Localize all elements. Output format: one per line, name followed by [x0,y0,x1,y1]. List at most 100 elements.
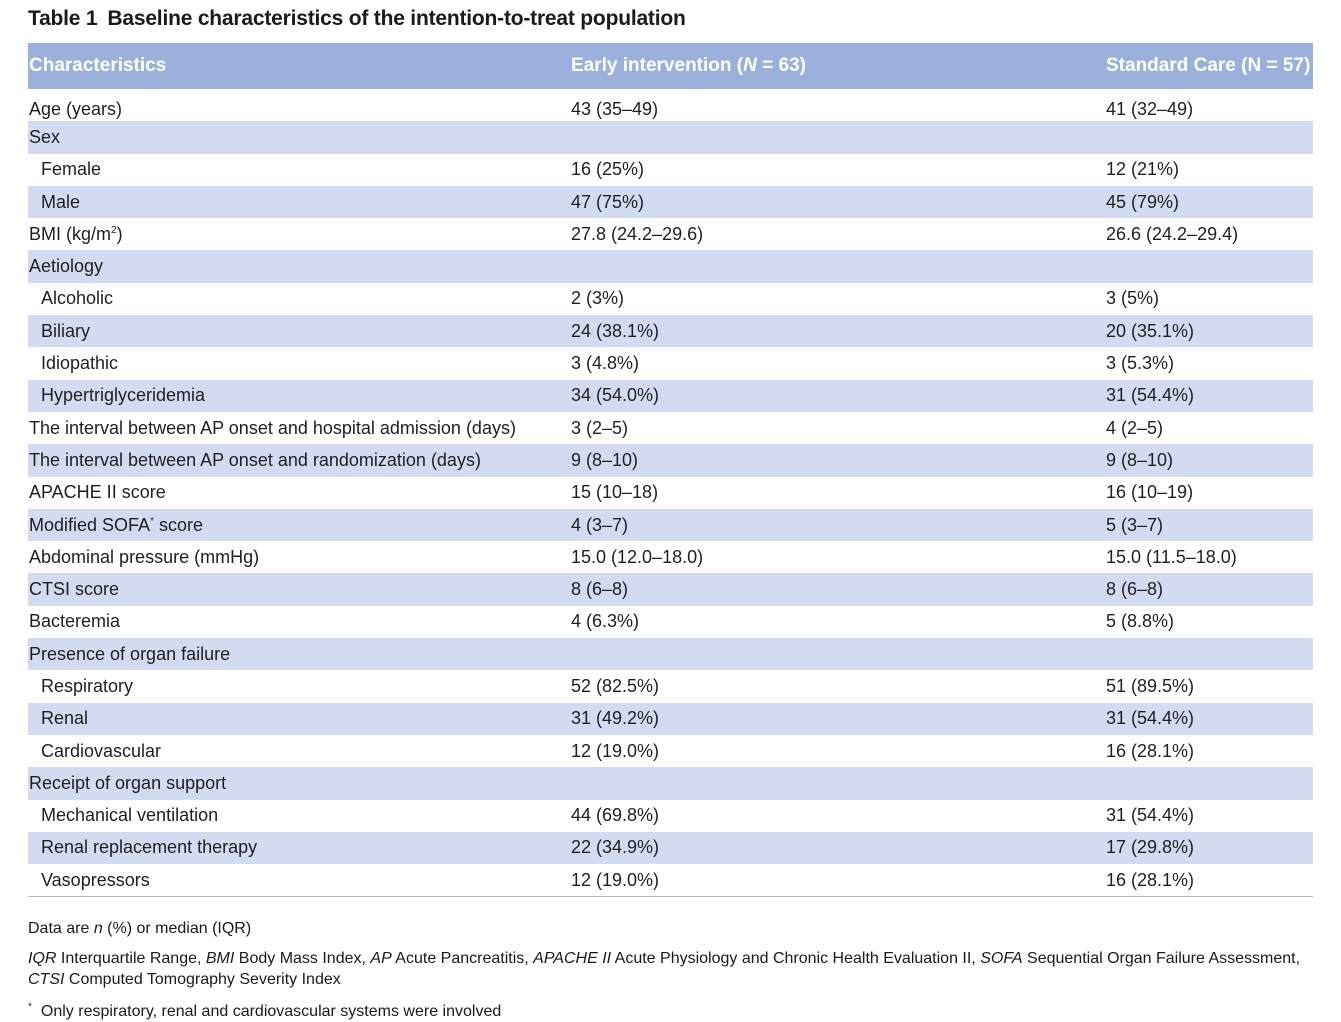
early-intervention-value: 2 (3%) [571,288,625,309]
table-row: Abdominal pressure (mmHg) 15.0 (12.0–18.0… [28,541,1313,573]
standard-care-value: 16 (10–19) [1106,482,1194,503]
standard-care-value: 5 (3–7) [1106,514,1164,535]
standard-care-value: 3 (5.3%) [1106,353,1175,374]
row-label: Respiratory [41,675,134,696]
early-intervention-value: 3 (2–5) [571,417,629,438]
early-intervention-value [570,250,1105,282]
early-intervention-value: 34 (54.0%) [571,385,660,406]
standard-care-value: 31 (54.4%) [1106,708,1195,729]
row-label: Cardiovascular [41,740,162,761]
table-row: The interval between AP onset and hospit… [28,412,1313,444]
standard-care-value [1105,250,1313,282]
standard-care-value: 12 (21%) [1106,159,1180,180]
asterisk-note: * Only respiratory, renal and cardiovascu… [28,1001,502,1020]
standard-care-value: 17 (29.8%) [1106,837,1195,858]
row-label: The interval between AP onset and random… [29,449,481,470]
standard-care-value [1105,121,1313,153]
row-label: Idiopathic [41,353,119,374]
table-row: Male 47 (75%) 45 (79%) [28,185,1313,219]
row-label: APACHE II score [29,482,166,503]
early-intervention-value [570,638,1105,670]
standard-care-value: 15.0 (11.5–18.0) [1106,546,1237,567]
standard-care-value [1105,767,1313,799]
row-label: Modified SOFA* score [29,514,203,535]
row-label: Renal replacement therapy [41,837,258,858]
row-label: Abdominal pressure (mmHg) [29,546,260,567]
early-intervention-value: 12 (19.0%) [570,864,1105,897]
table-row: Age (years) 43 (35–49) 41 (32–49) [28,89,1313,121]
row-label: Presence of organ failure [29,643,231,664]
standard-care-value: 16 (28.1%) [1105,864,1313,897]
table-row: Bacteremia 4 (6.3%) 5 (8.8%) [28,606,1313,638]
row-label: Biliary [41,320,91,341]
early-intervention-value: 47 (75%) [571,191,645,212]
row-label: BMI (kg/m2) [29,223,123,244]
baseline-characteristics-table: Characteristics Early intervention (N = … [28,43,1313,897]
early-intervention-value: 4 (3–7) [571,514,629,535]
table-row: Presence of organ failure [28,638,1313,671]
row-label: Hypertriglyceridemia [41,385,206,406]
standard-care-value: 41 (32–49) [1106,98,1194,119]
row-label: Receipt of organ support [29,772,227,793]
table-row: Renal replacement therapy 22 (34.9%) 17 (2… [28,831,1313,865]
early-intervention-value: 44 (69.8%) [571,805,660,826]
standard-care-value: 45 (79%) [1106,191,1180,212]
table-row: Idiopathic 3 (4.8%) 3 (5.3%) [28,347,1313,379]
standard-care-value: 31 (54.4%) [1106,805,1195,826]
early-intervention-value: 27.8 (24.2–29.6) [571,223,704,244]
table-header-row: Characteristics Early intervention (N = … [28,43,1313,89]
table-body: Age (years) 43 (35–49) 41 (32–49) Sex Female… [28,89,1313,897]
table-row: Hypertriglyceridemia 34 (54.0%) 31 (54.4%) [28,379,1313,412]
standard-care-value: 3 (5%) [1106,288,1160,309]
standard-care-value [1105,638,1313,670]
row-label: Renal [41,708,89,729]
table-row: BMI (kg/m2) 27.8 (24.2–29.6) 26.6 (24.2–29… [28,218,1313,250]
header-characteristics: Characteristics [29,55,167,76]
table-row: Biliary 24 (38.1%) 20 (35.1%) [28,315,1313,348]
standard-care-value: 20 (35.1%) [1106,320,1195,341]
table-row: Vasopressors 12 (19.0%) 16 (28.1%) [28,864,1313,897]
early-intervention-value: 43 (35–49) [571,98,659,119]
table-row: Female 16 (25%) 12 (21%) [28,154,1313,186]
table-row: Aetiology [28,250,1313,283]
early-intervention-value: 16 (25%) [571,159,645,180]
table-row: Alcoholic 2 (3%) 3 (5%) [28,283,1313,315]
row-label: Age (years) [29,98,123,119]
row-label: Male [41,191,81,212]
table-row: The interval between AP onset and random… [28,444,1313,477]
row-label: Bacteremia [29,611,121,632]
table-title: Table 1 Baseline characteristics of the i… [28,7,686,31]
standard-care-value: 8 (6–8) [1106,579,1164,600]
early-intervention-value: 4 (6.3%) [571,611,640,632]
table-row: Cardiovascular 12 (19.0%) 16 (28.1%) [28,735,1313,767]
table-row: Receipt of organ support [28,767,1313,800]
early-intervention-value: 12 (19.0%) [571,740,660,761]
standard-care-value: 26.6 (24.2–29.4) [1106,223,1239,244]
table-row: Modified SOFA* score 4 (3–7) 5 (3–7) [28,508,1313,542]
early-intervention-value: 52 (82.5%) [571,675,660,696]
early-intervention-value: 24 (38.1%) [571,320,660,341]
table-row: Renal 31 (49.2%) 31 (54.4%) [28,702,1313,735]
row-label: CTSI score [29,579,120,600]
row-label: The interval between AP onset and hospit… [29,417,516,438]
early-intervention-value: 22 (34.9%) [571,837,660,858]
early-intervention-value: 8 (6–8) [571,579,629,600]
table-row: Sex [28,121,1313,154]
early-intervention-value: 3 (4.8%) [571,353,640,374]
early-intervention-value [570,121,1105,153]
row-label: Female [41,159,102,180]
row-label: Mechanical ventilation [41,805,219,826]
table-row: Mechanical ventilation 44 (69.8%) 31 (54.4… [28,800,1313,832]
early-intervention-value: 15.0 (12.0–18.0) [571,546,704,567]
standard-care-value: 31 (54.4%) [1106,385,1195,406]
standard-care-value: 9 (8–10) [1106,449,1174,470]
row-label: Vasopressors [28,864,570,897]
abbreviations-note: IQR Interquartile Range, BMI Body Mass I… [28,950,1301,988]
table-row: APACHE II score 15 (10–18) 16 (10–19) [28,477,1313,509]
header-early-intervention: Early intervention (N = 63) [571,55,806,76]
table-number: Table 1 [28,7,98,30]
header-standard-care: Standard Care (N = 57) [1106,55,1311,76]
early-intervention-value [570,767,1105,799]
row-label: Aetiology [29,256,104,277]
data-note: Data are n (%) or median (IQR) [28,920,252,937]
